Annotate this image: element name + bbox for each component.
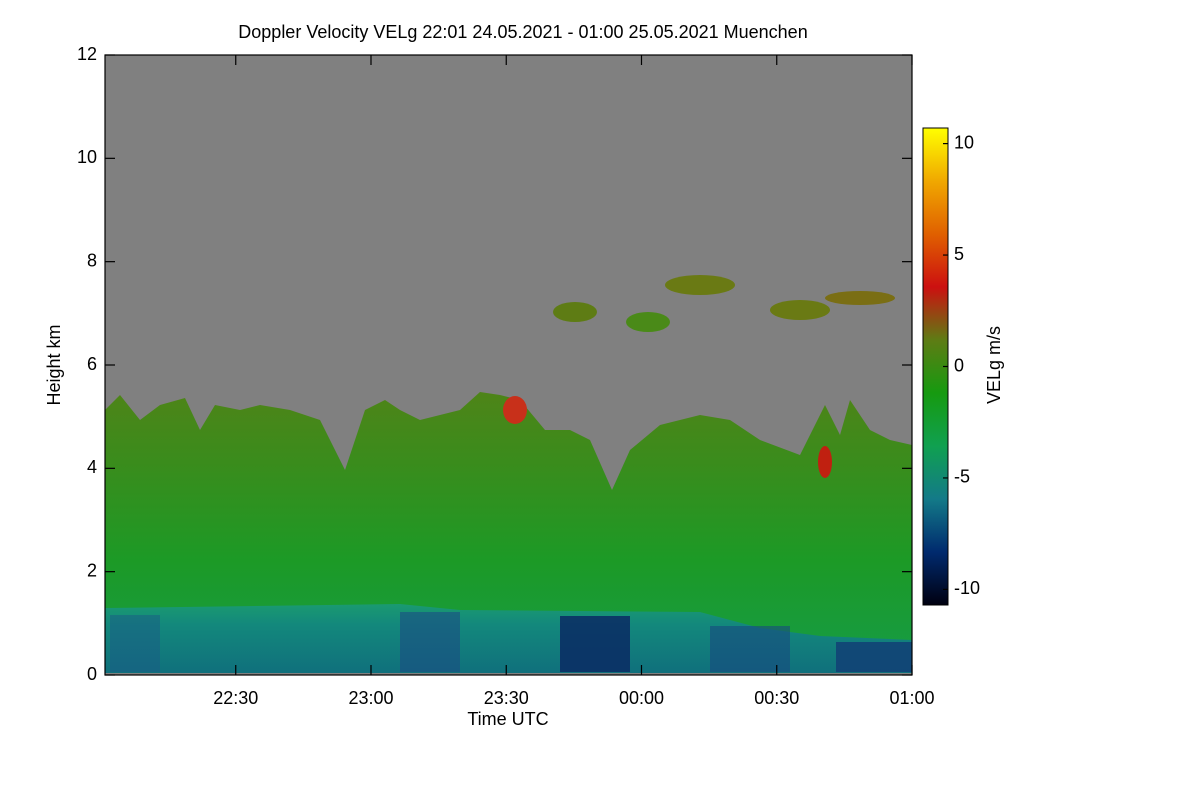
upper-cloud (553, 302, 597, 322)
x-tick-label: 23:30 (484, 688, 529, 708)
y-tick-label: 4 (87, 457, 97, 477)
upper-cloud (626, 312, 670, 332)
colorbar-tick-label: -5 (954, 467, 970, 487)
downdraft-patch (836, 642, 912, 672)
colorbar-label: VELg m/s (984, 326, 1004, 404)
x-tick-label: 22:30 (213, 688, 258, 708)
colorbar-tick-label: 10 (954, 132, 974, 152)
upper-cloud (665, 275, 735, 295)
updraft-patch (818, 446, 832, 478)
downdraft-patch (400, 612, 460, 672)
cloud-layer (105, 392, 912, 673)
y-tick-label: 0 (87, 664, 97, 684)
y-tick-label: 10 (77, 147, 97, 167)
colorbar-tick-label: -10 (954, 578, 980, 598)
x-tick-label: 00:00 (619, 688, 664, 708)
y-tick-label: 12 (77, 44, 97, 64)
colorbar-tick-label: 0 (954, 355, 964, 375)
y-tick-label: 2 (87, 560, 97, 580)
x-tick-label: 01:00 (889, 688, 934, 708)
upper-cloud (770, 300, 830, 320)
x-axis-label: Time UTC (467, 709, 548, 729)
chart-title: Doppler Velocity VELg 22:01 24.05.2021 -… (238, 22, 807, 42)
colorbar-tick-label: 5 (954, 244, 964, 264)
y-axis-label: Height km (44, 324, 64, 405)
downdraft-patch (560, 616, 630, 672)
y-tick-label: 8 (87, 250, 97, 270)
y-tick-label: 6 (87, 354, 97, 374)
downdraft-patch (110, 615, 160, 672)
downdraft-patch (710, 626, 790, 672)
x-tick-label: 00:30 (754, 688, 799, 708)
updraft-patch (503, 396, 527, 424)
upper-cloud (825, 291, 895, 305)
x-tick-label: 23:00 (348, 688, 393, 708)
velocity-field (105, 275, 912, 673)
